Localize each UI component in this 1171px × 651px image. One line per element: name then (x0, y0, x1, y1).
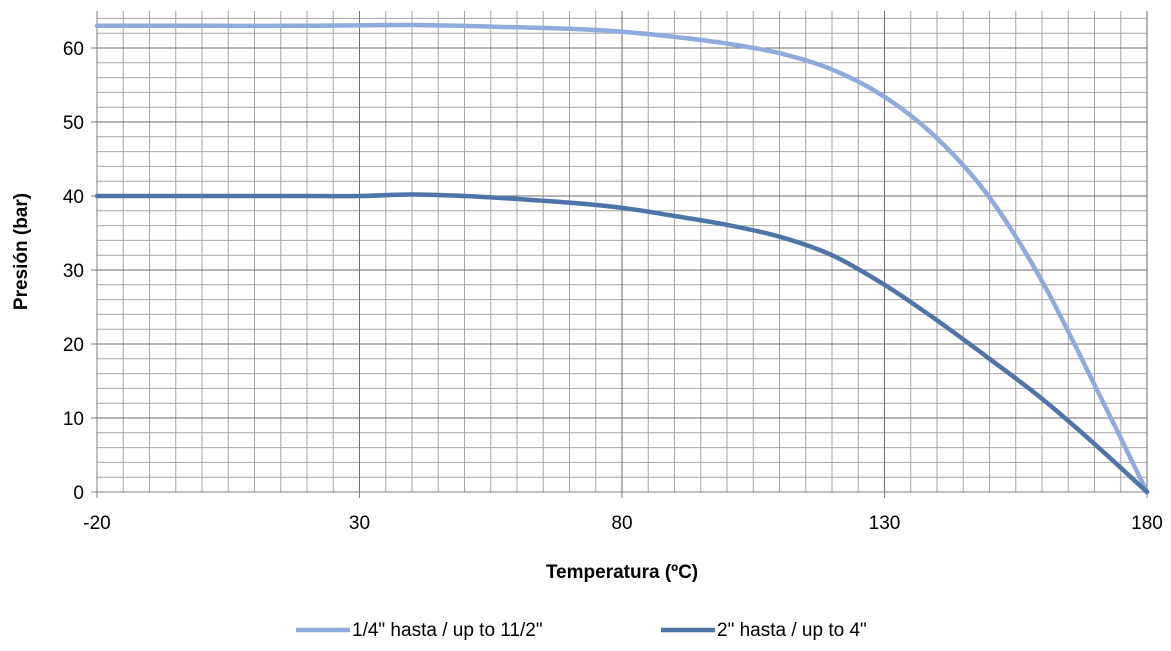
legend-label-2: 2" hasta / up to 4" (717, 620, 867, 641)
y-tick-label: 0 (73, 483, 84, 504)
y-tick-label: 20 (63, 335, 84, 356)
y-tick-label: 50 (63, 113, 84, 134)
legend-label-1: 1/4" hasta / up to 11/2" (352, 620, 543, 641)
x-tick-label: 180 (1131, 513, 1163, 534)
series-line-1 (94, 22, 1150, 495)
y-tick-label: 30 (63, 261, 84, 282)
x-tick-label: -20 (83, 513, 110, 534)
x-tick-label: 80 (611, 513, 632, 534)
x-tick-label: 130 (869, 513, 901, 534)
series-line-2 (94, 192, 1150, 495)
y-axis-title: Presión (bar) (11, 193, 32, 310)
y-tick-label: 10 (63, 409, 84, 430)
x-axis-title: Temperatura (ºC) (546, 562, 698, 583)
y-tick-label: 60 (63, 39, 84, 60)
x-tick-label: 30 (349, 513, 370, 534)
y-tick-label: 40 (63, 187, 84, 208)
